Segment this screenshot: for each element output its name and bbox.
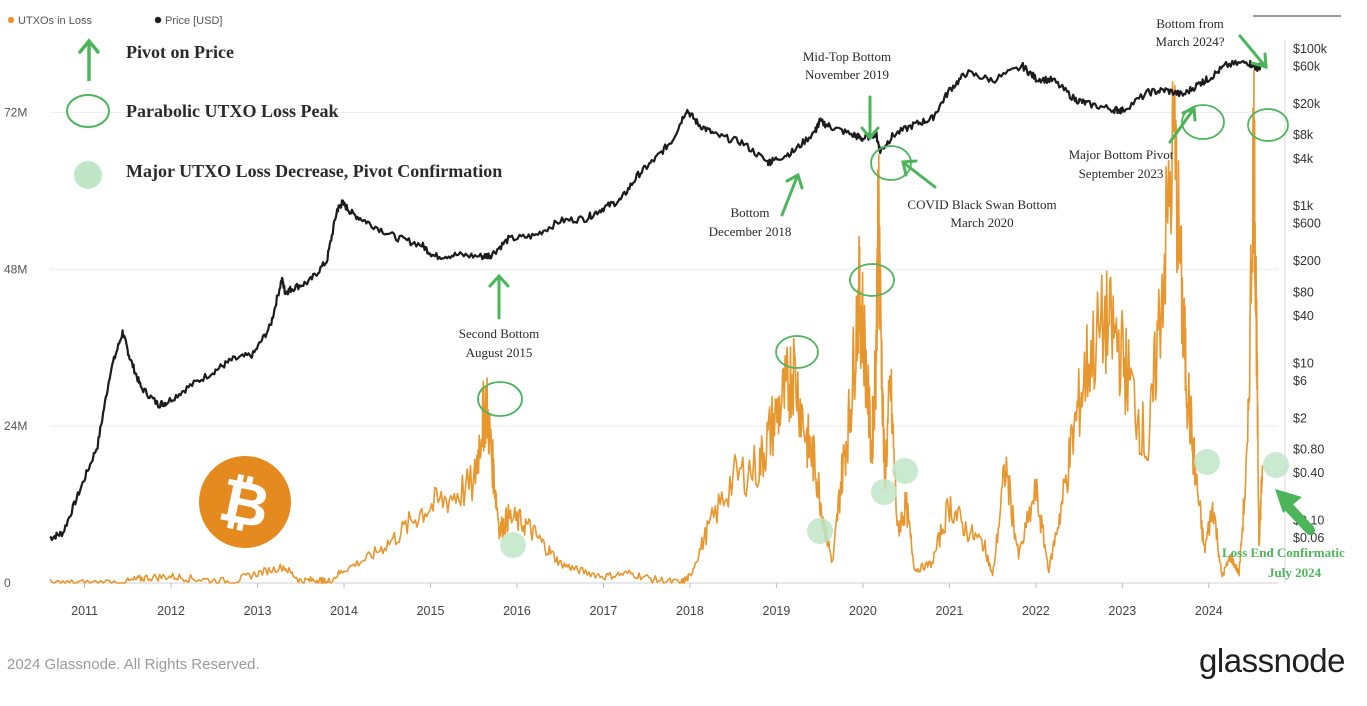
confirm-dot-2023 xyxy=(1194,449,1220,475)
confirm-dot-2020a xyxy=(871,479,897,505)
bitcoin-logo-icon: ₿ xyxy=(199,456,291,548)
left-tick-label: 24M xyxy=(4,419,27,433)
peak-circle-2015 xyxy=(477,381,523,417)
x-tick-label: 2020 xyxy=(849,604,877,618)
key-label-pivot: Pivot on Price xyxy=(126,42,234,62)
annot-midtop-l1: Mid-Top Bottom xyxy=(803,49,891,64)
annot-bottom-2018-l1: Bottom xyxy=(730,205,769,220)
left-tick-label: 0 xyxy=(4,576,11,590)
right-tick-label: $6 xyxy=(1293,374,1307,388)
legend-swatch-price xyxy=(154,16,162,24)
right-tick-label: $0.40 xyxy=(1293,466,1324,480)
right-tick-label: $0.80 xyxy=(1293,443,1324,457)
peak-circle-2020 xyxy=(870,145,912,181)
price-line xyxy=(49,59,1262,542)
arrow-bottom-from xyxy=(1238,34,1268,70)
right-tick-label: $2 xyxy=(1293,411,1307,425)
confirm-dot-2024 xyxy=(1263,452,1289,478)
right-tick-label: $200 xyxy=(1293,254,1321,268)
confirm-dot-2016 xyxy=(500,532,526,558)
annot-bottom-2018-l2: December 2018 xyxy=(709,224,792,239)
annot-second-bottom-l1: Second Bottom xyxy=(459,326,540,341)
annotation-arrows xyxy=(488,34,1315,535)
arrow-midtop xyxy=(860,95,880,141)
right-tick-label: $40 xyxy=(1293,309,1314,323)
right-tick-label: $10 xyxy=(1293,356,1314,370)
legend: UTXOs in Loss Price [USD] xyxy=(7,15,222,27)
right-tick-label: $1k xyxy=(1293,199,1314,213)
annot-midtop-l2: November 2019 xyxy=(805,67,889,82)
annot-covid-l1: COVID Black Swan Bottom xyxy=(907,197,1056,212)
right-tick-label: $20k xyxy=(1293,97,1321,111)
right-axis: $100k $60k $20k $8k $4k $1k $600 $200 $80 $40 $10 $… xyxy=(1293,42,1328,545)
right-tick-label: $0.06 xyxy=(1293,531,1324,545)
arrow-second-bottom xyxy=(488,273,510,320)
x-tick-label: 2024 xyxy=(1195,604,1223,618)
arrow-covid xyxy=(901,159,937,189)
confirm-dot-2019 xyxy=(807,518,833,544)
x-tick-label: 2021 xyxy=(935,604,963,618)
confirmation-markers xyxy=(500,449,1289,558)
key-label-confirm: Major UTXO Loss Decrease, Pivot Confirma… xyxy=(126,161,502,181)
series-price xyxy=(49,59,1262,542)
peak-circle-2019b xyxy=(849,263,895,297)
x-tick-label: 2013 xyxy=(244,604,272,618)
x-tick-label: 2011 xyxy=(71,604,98,618)
annot-second-bottom-l2: August 2015 xyxy=(466,345,533,360)
annot-major-pivot-l1: Major Bottom Pivot xyxy=(1069,147,1174,162)
peak-circle-2023 xyxy=(1181,104,1225,140)
circle-outline-icon xyxy=(66,94,110,128)
copyright-text: 2024 Glassnode. All Rights Reserved. xyxy=(7,656,260,673)
annotation-texts: Second Bottom August 2015 Bottom Decembe… xyxy=(459,16,1345,580)
right-tick-label: $60k xyxy=(1293,59,1321,73)
arrow-loss-end xyxy=(1275,489,1315,535)
legend-label-price: Price [USD] xyxy=(165,15,222,27)
annot-bottom-from-l2: March 2024? xyxy=(1156,34,1225,49)
right-tick-label: $80 xyxy=(1293,285,1314,299)
x-axis: 2011 2012 2013 2014 2015 2016 2017 2018 2019 2020… xyxy=(71,583,1223,618)
right-tick-label: $4k xyxy=(1293,152,1314,166)
x-tick-label: 2022 xyxy=(1022,604,1050,618)
peak-circle-2019 xyxy=(775,335,819,369)
legend-swatch-utxo xyxy=(7,16,15,24)
x-tick-label: 2015 xyxy=(417,604,445,618)
x-tick-label: 2018 xyxy=(676,604,704,618)
utxo-loss-line xyxy=(49,69,1264,584)
annot-major-pivot-l2: September 2023 xyxy=(1079,166,1164,181)
annot-covid-l2: March 2020 xyxy=(950,215,1013,230)
x-tick-label: 2012 xyxy=(157,604,185,618)
left-tick-label: 48M xyxy=(4,262,27,276)
arrow-major-pivot xyxy=(1168,105,1197,144)
brand-logo: glassnode xyxy=(1199,642,1345,679)
annotation-key: Pivot on Price Parabolic UTXO Loss Peak … xyxy=(66,38,502,189)
x-tick-label: 2017 xyxy=(590,604,618,618)
peak-circle-2024 xyxy=(1247,108,1289,142)
x-tick-label: 2023 xyxy=(1108,604,1136,618)
legend-label-utxo: UTXOs in Loss xyxy=(18,15,92,27)
left-tick-label: 72M xyxy=(4,105,27,119)
filled-circle-icon xyxy=(74,161,102,189)
x-tick-label: 2014 xyxy=(330,604,358,618)
arrow-bottom-2018 xyxy=(780,172,804,217)
left-axis: 0 24M 48M 72M xyxy=(4,105,27,590)
annot-loss-end-l2: July 2024 xyxy=(1268,565,1322,580)
series-utxos-in-loss xyxy=(49,69,1264,584)
annot-bottom-from-l1: Bottom from xyxy=(1156,16,1224,31)
annot-loss-end-l1: Loss End Confirmatic xyxy=(1222,545,1345,560)
peak-markers xyxy=(477,104,1289,417)
x-tick-label: 2016 xyxy=(503,604,531,618)
right-tick-label: $600 xyxy=(1293,217,1321,231)
key-label-peak: Parabolic UTXO Loss Peak xyxy=(126,101,339,121)
confirm-dot-2020b xyxy=(892,458,918,484)
up-arrow-icon xyxy=(78,38,100,81)
right-tick-label: $100k xyxy=(1293,42,1328,56)
x-tick-label: 2019 xyxy=(763,604,791,618)
right-tick-label: $8k xyxy=(1293,128,1314,142)
